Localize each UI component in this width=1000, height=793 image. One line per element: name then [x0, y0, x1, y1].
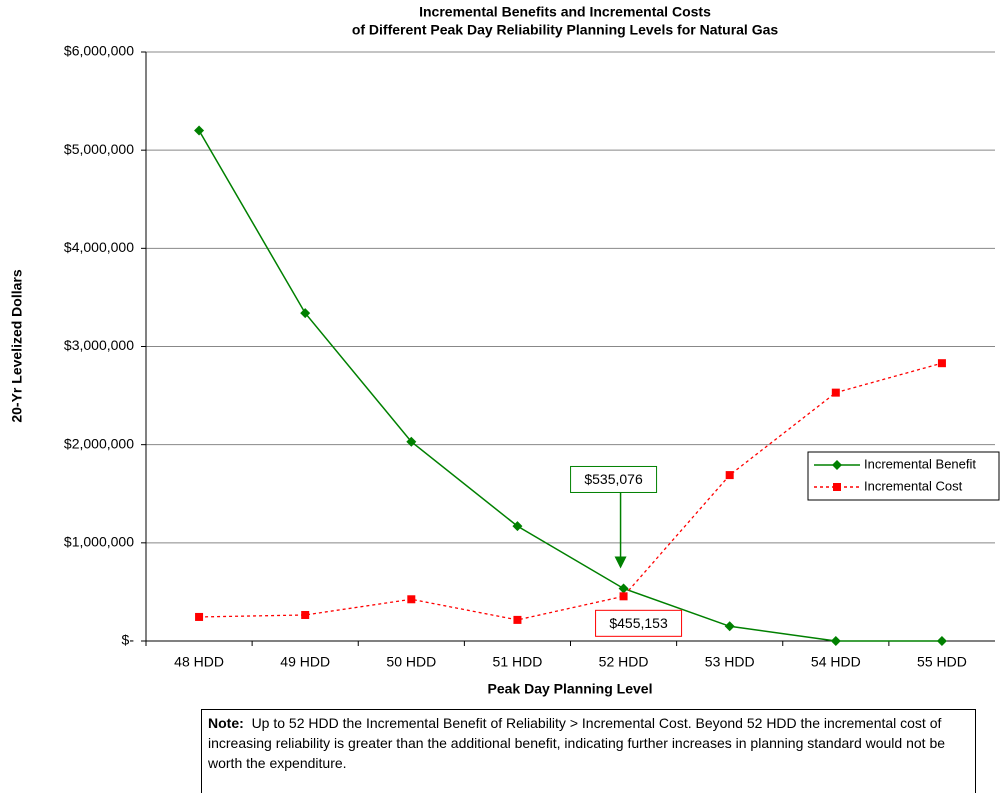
- x-tick-label: 49 HDD: [280, 654, 330, 670]
- x-tick-label: 54 HDD: [811, 654, 861, 670]
- point: [830, 636, 841, 646]
- y-tick-label: $5,000,000: [64, 141, 134, 157]
- point: [619, 592, 628, 601]
- y-tick-label: $1,000,000: [64, 534, 134, 550]
- point: [724, 621, 735, 632]
- annotation: $455,153: [609, 615, 668, 631]
- chart-title: Incremental Benefits and Incremental Cos…: [419, 4, 711, 20]
- x-tick-label: 48 HDD: [174, 654, 224, 670]
- point: [301, 610, 310, 619]
- x-tick-label: 53 HDD: [705, 654, 755, 670]
- note: Note: Up to 52 HDD the Incremental Benef…: [201, 709, 976, 793]
- legend-label: Incremental Cost: [864, 478, 963, 493]
- point: [512, 521, 523, 532]
- y-axis-title: 20-Yr Levelized Dollars: [9, 269, 25, 423]
- series-line: [198, 130, 942, 642]
- x-tick-label: 55 HDD: [917, 654, 967, 670]
- point: [832, 460, 842, 470]
- annotation-box: [595, 609, 683, 637]
- y-tick-label: $2,000,000: [64, 435, 134, 451]
- note-label: Note:: [208, 715, 244, 731]
- point: [936, 636, 947, 646]
- legend-label: Incremental Benefit: [864, 456, 976, 471]
- point: [831, 388, 840, 397]
- series-line: [199, 362, 943, 621]
- point: [407, 595, 416, 604]
- y-tick-label: $4,000,000: [64, 239, 134, 255]
- point: [194, 125, 205, 136]
- annotation: $535,076: [584, 471, 643, 487]
- y-tick-label: $-: [122, 632, 135, 648]
- annotation-box: [570, 465, 658, 493]
- point: [406, 436, 417, 447]
- annotation-arrowhead: [614, 556, 627, 569]
- x-tick-label: 51 HDD: [493, 654, 543, 670]
- point: [513, 615, 522, 624]
- point: [195, 612, 204, 621]
- x-tick-label: 52 HDD: [599, 654, 649, 670]
- point: [833, 483, 841, 491]
- y-tick-label: $3,000,000: [64, 337, 134, 353]
- x-tick-label: 50 HDD: [386, 654, 436, 670]
- x-axis-title: Peak Day Planning Level: [488, 681, 653, 697]
- point: [937, 359, 946, 368]
- point: [300, 308, 311, 319]
- legend-box: [807, 451, 1000, 501]
- point: [618, 583, 629, 594]
- note-text: Up to 52 HDD the Incremental Benefit of …: [208, 715, 946, 771]
- y-tick-label: $6,000,000: [64, 43, 134, 59]
- point: [725, 471, 734, 480]
- chart-title: of Different Peak Day Reliability Planni…: [352, 22, 779, 38]
